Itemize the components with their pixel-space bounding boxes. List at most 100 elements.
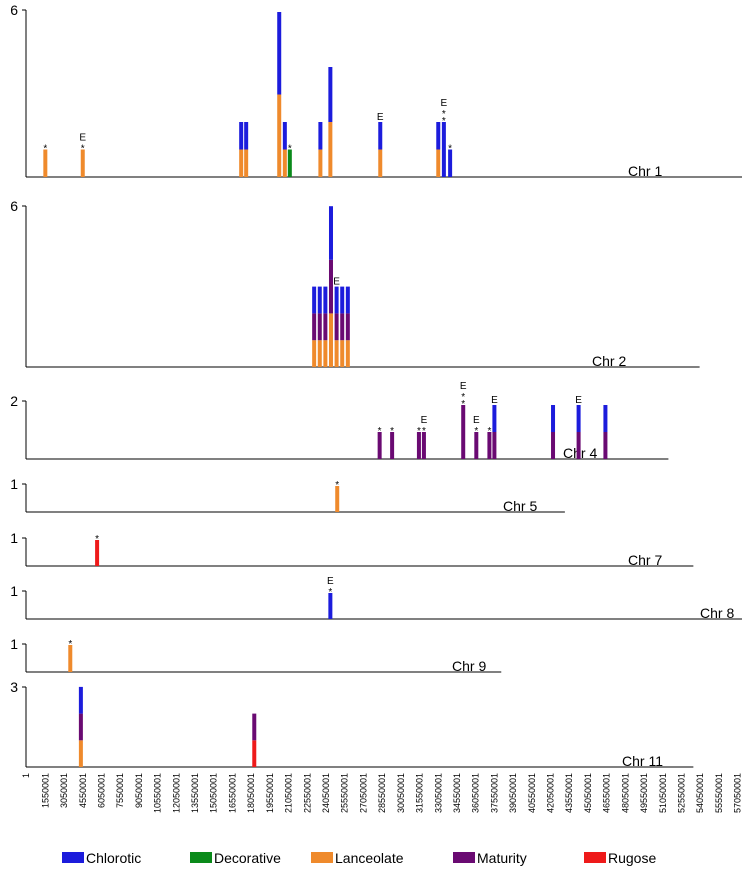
bar-annotation-asterisk: *: [448, 144, 452, 155]
bar-segment-chlorotic: [436, 122, 441, 150]
bar-annotation-e: E: [333, 277, 340, 288]
legend-item-decorative: Decorative: [190, 850, 281, 866]
bar-segment-chlorotic: [345, 286, 350, 314]
bar-annotation-asterisk: *: [442, 109, 446, 120]
x-tick-label: 43550001: [564, 773, 574, 813]
bar-segment-maturity: [334, 313, 339, 341]
x-tick-label: 10550001: [153, 773, 163, 813]
x-tick-label: 12050001: [171, 773, 181, 813]
x-tick-label: 19550001: [265, 773, 275, 813]
bar-segment-maturity: [340, 313, 345, 341]
bar-segment-rugose: [252, 740, 257, 767]
legend-swatch-rugose: [584, 852, 606, 863]
chromosome-label-chr-1: Chr 1: [628, 163, 662, 179]
bar-annotation-e: E: [491, 395, 498, 406]
y-tick-label-chr-5: 1: [10, 476, 18, 492]
x-tick-label: 48050001: [620, 773, 630, 813]
bar-annotation-asterisk: *: [442, 116, 446, 127]
x-tick-label: 51050001: [658, 773, 668, 813]
bar-annotation-asterisk: *: [417, 426, 421, 437]
x-tick-label: 28550001: [377, 773, 387, 813]
bar-segment-rugose: [95, 540, 100, 566]
y-tick-label-chr-1: 6: [10, 2, 18, 18]
x-tick-label: 45050001: [583, 773, 593, 813]
panel-chr-8: 1 Chr 8 E*: [10, 576, 742, 621]
x-tick-label: 1: [21, 773, 31, 778]
legend-item-rugose: Rugose: [584, 850, 656, 866]
bar-annotation-e: E: [575, 395, 582, 406]
bar-annotation-asterisk: *: [378, 426, 382, 437]
bar-segment-chlorotic: [340, 286, 345, 314]
bar-segment-lanceolate: [80, 149, 85, 177]
chromosome-label-chr-5: Chr 5: [503, 498, 537, 514]
bar-annotation-asterisk: *: [474, 426, 478, 437]
x-tick-label: 25550001: [340, 773, 350, 813]
bar-segment-lanceolate: [244, 149, 249, 177]
bar-annotation-e: E: [327, 576, 334, 587]
bar-segment-lanceolate: [328, 313, 333, 367]
x-tick-label: 15050001: [209, 773, 219, 813]
bar-segment-maturity: [312, 313, 317, 341]
bar-annotation-asterisk: *: [328, 587, 332, 598]
bar-segment-lanceolate: [328, 122, 333, 177]
x-tick-label: 24050001: [321, 773, 331, 813]
y-tick-label-chr-7: 1: [10, 530, 18, 546]
bar-annotation-asterisk: *: [81, 144, 85, 155]
legend-item-chlorotic: Chlorotic: [62, 850, 141, 866]
bar-segment-chlorotic: [328, 593, 333, 619]
panel-chr-11: 3 Chr 11: [10, 679, 694, 769]
x-tick-label: 55550001: [714, 773, 724, 813]
bar-segment-lanceolate: [277, 94, 282, 177]
bar-segment-lanceolate: [323, 340, 328, 367]
bar-annotation-asterisk: *: [43, 144, 47, 155]
x-axis-tick-labels: 1 1550001 3050001 4550001 6050001 7550001 9050…: [21, 773, 742, 813]
bar-segment-lanceolate: [318, 149, 323, 177]
x-tick-label: 6050001: [96, 773, 106, 808]
bar-segment-chlorotic: [277, 12, 282, 95]
bar-segment-maturity: [345, 313, 350, 341]
bar-segment-lanceolate: [312, 340, 317, 367]
bar-annotation-asterisk: *: [95, 534, 99, 545]
bar-segment-chlorotic: [318, 122, 323, 150]
y-tick-label-chr-11: 3: [10, 679, 18, 695]
x-tick-label: 54050001: [695, 773, 705, 813]
bar-segment-maturity: [252, 713, 257, 741]
x-tick-label: 57050001: [733, 773, 742, 813]
legend-swatch-lanceolate: [311, 852, 333, 863]
bar-segment-maturity: [323, 313, 328, 341]
bar-annotation-asterisk: *: [461, 399, 465, 410]
y-tick-label-chr-8: 1: [10, 583, 18, 599]
bar-segment-chlorotic: [328, 67, 333, 122]
bar-segment-maturity: [487, 432, 492, 459]
x-tick-label: 9050001: [134, 773, 144, 808]
bar-segment-chlorotic: [603, 405, 608, 432]
bar-segment-chlorotic: [441, 122, 446, 177]
bar-segment-chlorotic: [576, 405, 581, 432]
x-tick-label: 7550001: [115, 773, 125, 808]
x-tick-label: 1550001: [40, 773, 50, 808]
legend-label-chlorotic: Chlorotic: [86, 850, 141, 866]
bar-annotation-asterisk: *: [68, 639, 72, 650]
bar-segment-maturity: [603, 432, 608, 459]
bar-segment-lanceolate: [68, 645, 73, 672]
bar-annotation-e: E: [421, 415, 428, 426]
x-tick-label: 22550001: [302, 773, 312, 813]
bar-segment-chlorotic: [239, 122, 244, 150]
x-tick-label: 3050001: [59, 773, 69, 808]
bar-segment-chlorotic: [448, 149, 453, 177]
chromosome-label-chr-9: Chr 9: [452, 658, 486, 674]
bar-annotation-asterisk: *: [487, 426, 491, 437]
bar-annotation-asterisk: *: [422, 426, 426, 437]
y-tick-label-chr-2: 6: [10, 198, 18, 214]
bar-segment-maturity: [390, 432, 395, 459]
x-tick-label: 34550001: [452, 773, 462, 813]
bar-segment-chlorotic: [334, 286, 339, 314]
bar-segment-maturity: [328, 259, 333, 314]
bar-segment-maturity: [317, 313, 322, 341]
x-tick-label: 49550001: [639, 773, 649, 813]
y-tick-label-chr-4: 2: [10, 393, 18, 409]
legend-label-decorative: Decorative: [214, 850, 281, 866]
